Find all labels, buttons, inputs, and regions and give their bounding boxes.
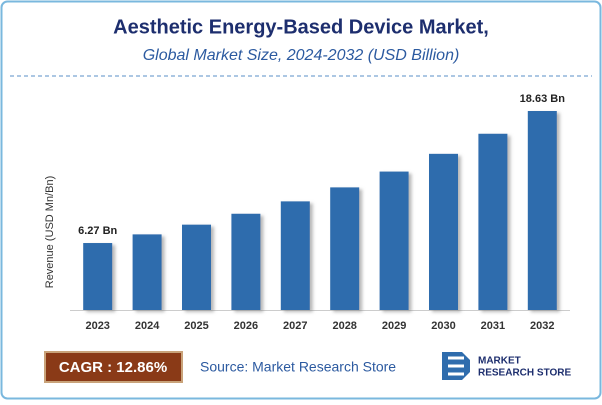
bar [330,187,360,310]
x-tick-label: 2032 [530,320,554,332]
x-tick-label: 2023 [85,320,109,332]
logo-icon [442,352,470,380]
bar [478,133,508,310]
source-text: Source: Market Research Store [200,359,396,375]
x-tick-label: 2029 [382,320,406,332]
data-label: 18.63 Bn [520,93,566,105]
x-tick-label: 2028 [332,320,356,332]
bar [83,243,113,310]
data-label: 6.27 Bn [78,225,117,237]
y-axis-label: Revenue (USD Mn/Bn) [44,176,56,289]
bar [379,171,409,310]
bar [132,234,162,310]
bar [231,213,261,310]
x-tick-label: 2031 [481,320,505,332]
x-tick-label: 2027 [283,320,307,332]
logo-text: RESEARCH STORE [478,368,571,379]
chart-title: Aesthetic Energy-Based Device Market, [113,16,489,38]
x-tick-label: 2030 [431,320,455,332]
x-tick-label: 2024 [135,320,160,332]
bar [280,201,310,310]
cagr-text: CAGR : 12.86% [59,359,167,376]
x-tick-label: 2025 [184,320,208,332]
bar [429,153,458,310]
cagr-box [44,351,183,383]
bar [182,224,211,310]
bar [527,111,557,310]
x-tick-label: 2026 [234,320,258,332]
logo-text: MARKET [478,356,521,367]
chart-subtitle: Global Market Size, 2024-2032 (USD Billi… [143,47,460,64]
